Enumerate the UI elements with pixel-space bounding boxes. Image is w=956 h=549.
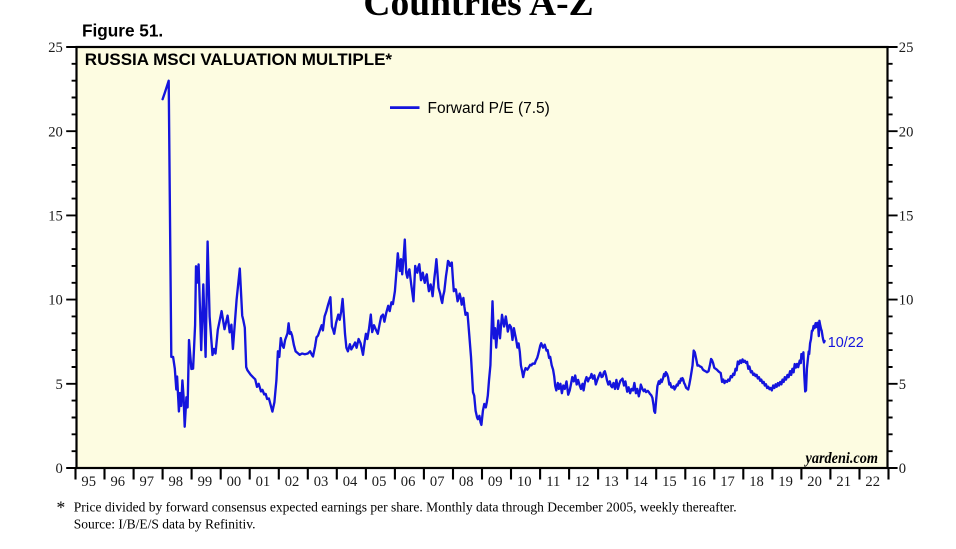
- svg-text:13: 13: [604, 474, 619, 490]
- svg-text:Forward P/E (7.5): Forward P/E (7.5): [428, 100, 550, 117]
- svg-text:97: 97: [140, 474, 155, 490]
- svg-text:5: 5: [56, 377, 63, 393]
- svg-text:yardeni.com: yardeni.com: [804, 450, 878, 467]
- svg-text:19: 19: [778, 474, 793, 490]
- svg-text:20: 20: [807, 474, 822, 490]
- svg-text:00: 00: [227, 474, 242, 490]
- svg-text:16: 16: [691, 474, 706, 490]
- svg-text:06: 06: [401, 474, 416, 490]
- svg-text:09: 09: [488, 474, 503, 490]
- svg-text:15: 15: [662, 474, 677, 490]
- svg-text:22: 22: [865, 474, 880, 490]
- svg-text:25: 25: [899, 40, 914, 56]
- svg-text:18: 18: [749, 474, 764, 490]
- svg-text:07: 07: [430, 474, 445, 490]
- svg-text:0: 0: [56, 461, 63, 477]
- svg-text:21: 21: [836, 474, 851, 490]
- svg-text:20: 20: [48, 124, 63, 140]
- svg-text:10: 10: [48, 293, 63, 309]
- svg-text:95: 95: [81, 474, 96, 490]
- svg-text:Figure 51.: Figure 51.: [82, 20, 163, 40]
- svg-text:RUSSIA MSCI VALUATION MULTIPLE: RUSSIA MSCI VALUATION MULTIPLE*: [85, 50, 393, 69]
- svg-text:5: 5: [899, 377, 906, 393]
- svg-text:0: 0: [899, 461, 906, 477]
- svg-text:04: 04: [343, 474, 358, 490]
- svg-text:Price divided by forward conse: Price divided by forward consensus expec…: [74, 500, 737, 515]
- svg-text:10: 10: [517, 474, 532, 490]
- svg-text:98: 98: [169, 474, 184, 490]
- svg-text:10: 10: [899, 293, 914, 309]
- svg-text:02: 02: [285, 474, 300, 490]
- svg-text:99: 99: [198, 474, 213, 490]
- svg-text:17: 17: [720, 474, 735, 490]
- svg-text:96: 96: [111, 474, 126, 490]
- svg-text:Countries A-Z: Countries A-Z: [363, 0, 593, 24]
- svg-text:*: *: [57, 498, 66, 518]
- svg-text:08: 08: [459, 474, 474, 490]
- svg-text:03: 03: [314, 474, 329, 490]
- svg-text:14: 14: [633, 474, 648, 490]
- svg-text:15: 15: [48, 209, 63, 225]
- svg-text:05: 05: [372, 474, 387, 490]
- svg-text:Source: I/B/E/S data by Refini: Source: I/B/E/S data by Refinitiv.: [74, 517, 256, 532]
- svg-text:20: 20: [899, 124, 914, 140]
- svg-text:01: 01: [256, 474, 271, 490]
- svg-text:11: 11: [546, 474, 560, 490]
- svg-text:12: 12: [575, 474, 590, 490]
- svg-text:15: 15: [899, 209, 914, 225]
- svg-text:10/22: 10/22: [828, 335, 864, 351]
- svg-text:25: 25: [48, 40, 63, 56]
